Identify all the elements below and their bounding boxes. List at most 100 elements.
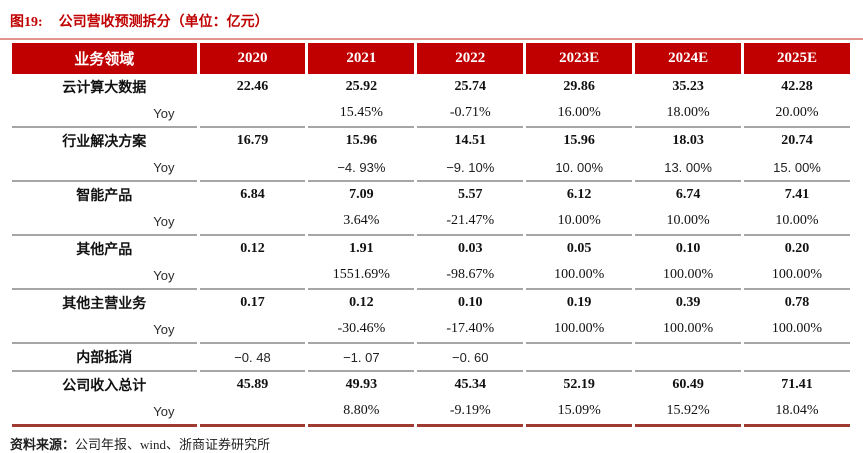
cell-value: 16.79 [236, 133, 269, 148]
cell-value: 100.00% [635, 316, 742, 344]
cell-value: −9. 10% [417, 154, 524, 182]
row-label: Yoy [12, 208, 197, 236]
cell-value: 0.05 [566, 241, 592, 256]
cell-value: 35.23 [672, 79, 704, 94]
cell-value: 0.12 [349, 295, 374, 310]
cell-value: 15.45% [308, 100, 415, 128]
cell-value: 0.17 [240, 295, 265, 310]
cell-value: 1551.69% [308, 262, 415, 290]
cell-value: 49.93 [345, 377, 378, 392]
table-row: Yoy 1551.69% -98.67% 100.00% 100.00% 100.00% [12, 262, 850, 290]
cell-value: 10.00% [635, 208, 742, 236]
cell-value: 15.92% [635, 398, 742, 427]
cell-value: 15. 00% [744, 154, 850, 182]
cell-value: −0. 60 [417, 344, 524, 372]
source-text: 公司年报、wind、浙商证券研究所 [75, 437, 271, 452]
cell-value [199, 154, 306, 182]
cell-value [744, 344, 850, 372]
cell-value [635, 344, 742, 372]
cell-value: −0. 48 [199, 344, 306, 372]
cell-value: 5.57 [458, 187, 483, 202]
cell-value: 0.10 [675, 241, 701, 256]
cell-value [199, 100, 306, 128]
table-header: 业务领域 2020 2021 2022 2023E 2024E 2025E [12, 43, 850, 74]
row-label: 行业解决方案 [62, 135, 147, 150]
cell-value: 100.00% [526, 316, 633, 344]
column-header-year: 2024E [635, 43, 742, 74]
column-header-year: 2023E [526, 43, 633, 74]
table-header-row: 业务领域 2020 2021 2022 2023E 2024E 2025E [12, 43, 850, 74]
cell-value: 8.80% [308, 398, 415, 427]
figure-label: 图19: [10, 15, 43, 30]
cell-value: 1.91 [349, 241, 374, 256]
cell-value: 100.00% [744, 316, 850, 344]
table-row: 内部抵消 −0. 48 −1. 07 −0. 60 [12, 344, 850, 372]
cell-value: 25.92 [345, 79, 378, 94]
cell-value: 7.09 [349, 187, 374, 202]
table-row: 云计算大数据 22.46 25.92 25.74 29.86 35.23 42.28 [12, 74, 850, 100]
cell-value: 15.96 [345, 133, 378, 148]
cell-value: -98.67% [417, 262, 524, 290]
row-label: Yoy [12, 100, 197, 128]
cell-value: 18.04% [744, 398, 850, 427]
cell-value [526, 344, 633, 372]
cell-value: 0.78 [784, 295, 810, 310]
cell-value: -9.19% [417, 398, 524, 427]
figure-title-row: 图19: 公司营收预测拆分（单位：亿元） [0, 0, 863, 33]
cell-value: 25.74 [454, 79, 487, 94]
cell-value: 0.03 [458, 241, 483, 256]
cell-value: 10.00% [526, 208, 633, 236]
cell-value: 13. 00% [635, 154, 742, 182]
column-header-business-area: 业务领域 [12, 43, 197, 74]
cell-value: 0.10 [458, 295, 483, 310]
row-label: 公司收入总计 [62, 379, 147, 394]
table-row: Yoy 8.80% -9.19% 15.09% 15.92% 18.04% [12, 398, 850, 427]
cell-value: −4. 93% [308, 154, 415, 182]
table-row: 智能产品 6.84 7.09 5.57 6.12 6.74 7.41 [12, 182, 850, 208]
cell-value: -17.40% [417, 316, 524, 344]
cell-value: 15.09% [526, 398, 633, 427]
column-header-year: 2020 [199, 43, 306, 74]
row-label: Yoy [12, 154, 197, 182]
cell-value: 100.00% [526, 262, 633, 290]
cell-value [199, 208, 306, 236]
cell-value: -21.47% [417, 208, 524, 236]
cell-value: 45.34 [454, 377, 487, 392]
table-row: 其他产品 0.12 1.91 0.03 0.05 0.10 0.20 [12, 236, 850, 262]
cell-value [199, 262, 306, 290]
cell-value: −1. 07 [308, 344, 415, 372]
row-label: 智能产品 [76, 189, 133, 204]
revenue-forecast-table: 业务领域 2020 2021 2022 2023E 2024E 2025E 云计算大数据 22… [9, 43, 853, 427]
cell-value: 18.03 [672, 133, 704, 148]
cell-value: 10.00% [744, 208, 850, 236]
column-header-year: 2021 [308, 43, 415, 74]
cell-value: 0.39 [675, 295, 701, 310]
cell-value: 45.89 [236, 377, 269, 392]
cell-value: 16.00% [526, 100, 633, 128]
table-row: Yoy -30.46% -17.40% 100.00% 100.00% 100.00% [12, 316, 850, 344]
table-row: Yoy 15.45% -0.71% 16.00% 18.00% 20.00% [12, 100, 850, 128]
cell-value: 42.28 [781, 79, 813, 94]
source-label: 资料来源： [10, 437, 76, 452]
cell-value: 100.00% [744, 262, 850, 290]
cell-value: 6.74 [675, 187, 701, 202]
title-underline-rule [0, 38, 863, 40]
cell-value: 0.20 [784, 241, 810, 256]
cell-value: 20.00% [744, 100, 850, 128]
cell-value: 52.19 [563, 377, 595, 392]
figure-title: 公司营收预测拆分（单位：亿元） [58, 15, 269, 30]
cell-value [199, 398, 306, 427]
table-row: Yoy 3.64% -21.47% 10.00% 10.00% 10.00% [12, 208, 850, 236]
table-body: 云计算大数据 22.46 25.92 25.74 29.86 35.23 42.28 Yoy 1… [12, 74, 850, 427]
table-row: Yoy −4. 93% −9. 10% 10. 00% 13. 00% 15. 00% [12, 154, 850, 182]
cell-value: 7.41 [784, 187, 810, 202]
row-label: Yoy [12, 262, 197, 290]
row-label: 其他产品 [76, 243, 133, 258]
row-label: Yoy [12, 398, 197, 427]
cell-value: 15.96 [563, 133, 595, 148]
table-row: 行业解决方案 16.79 15.96 14.51 15.96 18.03 20.74 [12, 128, 850, 154]
cell-value: 10. 00% [526, 154, 633, 182]
cell-value: 14.51 [454, 133, 487, 148]
table-row: 其他主营业务 0.17 0.12 0.10 0.19 0.39 0.78 [12, 290, 850, 316]
